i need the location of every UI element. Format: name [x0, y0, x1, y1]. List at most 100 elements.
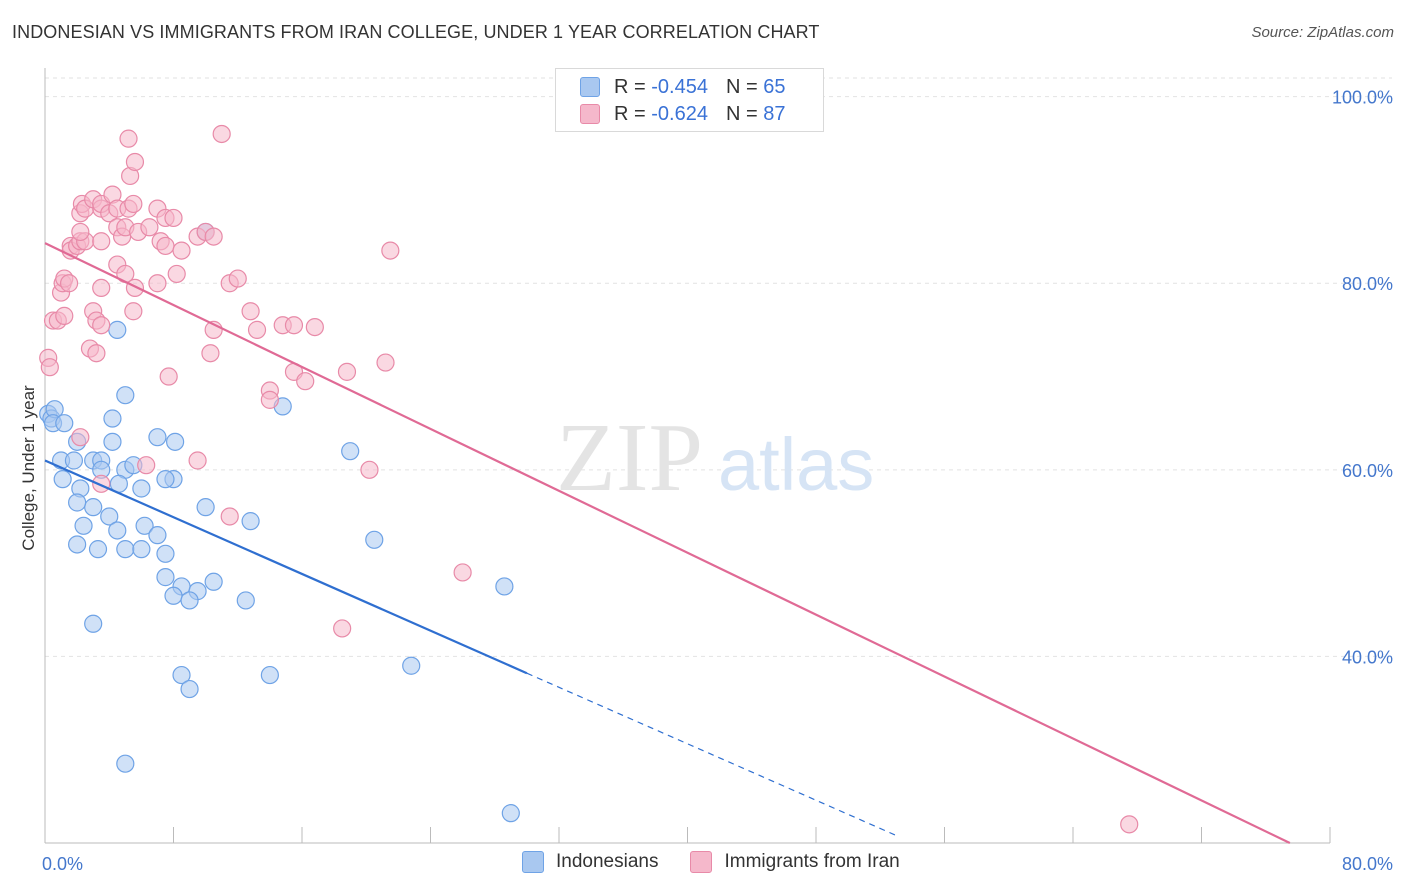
data-point [260, 390, 279, 409]
legend-n-label: N = [725, 75, 758, 98]
data-point [84, 498, 103, 517]
x-tick-labels: 0.0% 80.0% [42, 854, 1393, 874]
data-point [172, 241, 191, 260]
data-point [88, 540, 108, 559]
legend-label-iran: Immigrants from Iran [724, 851, 900, 872]
legend-item-iran: Immigrants from Iran [690, 851, 900, 873]
data-point [341, 442, 360, 461]
trend-line [44, 459, 528, 675]
data-point [156, 544, 175, 563]
legend-row-iran: R = -0.624 N = 87 [580, 101, 785, 127]
y-tick-label: 80.0% [1342, 274, 1393, 294]
legend-swatch-indonesians [522, 851, 544, 873]
data-point [360, 460, 379, 479]
correlation-legend: R = -0.454 N = 65 R = -0.624 N = 87 [555, 68, 824, 132]
data-point [402, 656, 421, 675]
legend-swatch-indonesians [580, 77, 600, 97]
data-point [103, 409, 122, 428]
data-point [116, 754, 135, 773]
data-point [296, 372, 315, 391]
y-tick-labels: 40.0% 60.0% 80.0% 100.0% [1332, 88, 1393, 668]
legend-n-value: 87 [763, 102, 786, 125]
data-point [284, 316, 304, 335]
data-point [241, 512, 260, 531]
data-point [156, 470, 175, 489]
data-point [108, 320, 127, 339]
y-tick-label: 40.0% [1342, 647, 1393, 667]
legend-label-indonesians: Indonesians [556, 851, 659, 872]
series-legend: Indonesians Immigrants from Iran [522, 851, 932, 873]
data-point [204, 227, 223, 246]
data-point [103, 432, 122, 451]
data-point [119, 129, 138, 148]
data-point [188, 451, 207, 470]
data-point [305, 317, 324, 337]
legend-row-indonesians: R = -0.454 N = 65 [580, 74, 785, 100]
legend-n-value: 65 [763, 75, 786, 98]
data-point [137, 456, 156, 475]
data-point [87, 344, 106, 363]
data-point [365, 530, 384, 549]
data-point [92, 278, 111, 298]
trend-lines [44, 242, 1291, 844]
data-point [92, 316, 111, 335]
data-point [180, 679, 199, 699]
data-point [453, 563, 472, 582]
legend-swatch-iran [690, 851, 713, 873]
data-point [201, 344, 220, 363]
data-point [159, 367, 178, 386]
data-point [376, 353, 395, 372]
data-point [167, 264, 186, 284]
data-point [116, 540, 135, 559]
data-point [64, 451, 84, 470]
data-point [148, 526, 167, 545]
data-point [204, 572, 223, 591]
data-point [247, 320, 267, 339]
legend-swatch-iran [580, 104, 600, 124]
data-point [164, 586, 183, 605]
data-point [71, 428, 90, 447]
data-point [40, 358, 59, 377]
grid-lines [45, 77, 1392, 657]
data-point [92, 232, 111, 251]
data-point [116, 386, 135, 405]
data-point [71, 222, 90, 242]
data-point [53, 470, 72, 489]
data-point [84, 614, 103, 633]
data-point [337, 362, 357, 381]
data-point [212, 124, 231, 144]
axes [44, 68, 1331, 844]
data-point [333, 619, 352, 638]
data-point [156, 568, 175, 587]
chart-source: Source: ZipAtlas.com [1251, 24, 1394, 41]
legend-r-label: R = [614, 102, 646, 125]
legend-n-label: N = [725, 102, 758, 125]
data-point [55, 306, 74, 325]
data-point [135, 516, 154, 535]
data-point [164, 208, 183, 228]
data-point [148, 428, 167, 447]
data-point [108, 521, 127, 540]
watermark-zip: ZIP [556, 404, 703, 512]
y-tick-label: 60.0% [1342, 461, 1393, 481]
data-point [55, 414, 74, 433]
data-point [148, 274, 167, 293]
scatter-points [39, 124, 1139, 834]
data-point [236, 591, 255, 610]
data-point [132, 479, 151, 498]
data-point [172, 665, 191, 685]
data-point [68, 535, 87, 554]
trend-line [44, 242, 1291, 844]
data-point [125, 152, 145, 172]
data-point [196, 498, 215, 517]
data-point [74, 516, 93, 535]
data-point [140, 218, 159, 237]
data-point [260, 665, 279, 685]
data-point [501, 804, 520, 823]
legend-r-value: -0.454 [651, 75, 708, 98]
data-point [156, 236, 175, 256]
y-tick-label: 100.0% [1332, 88, 1393, 108]
data-point [132, 540, 151, 559]
data-point [100, 507, 119, 526]
trend-line-extension [526, 672, 897, 837]
